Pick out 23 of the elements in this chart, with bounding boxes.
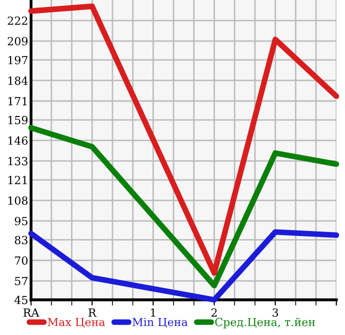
y-tick-label: 133 (8, 156, 28, 166)
x-tick-label: 2 (211, 308, 217, 317)
y-tick-label: 159 (8, 116, 28, 124)
x-tick-label: R (88, 308, 97, 317)
x-tick-label: 3 (272, 308, 278, 317)
y-tick-label: 121 (8, 176, 27, 184)
y-tick-label: 197 (8, 56, 28, 64)
y-tick-label: 171 (8, 96, 27, 106)
y-tick-label: 45 (14, 296, 28, 304)
y-tick-label: 209 (8, 37, 28, 46)
y-tick-label: 70 (15, 256, 28, 265)
y-tick-label: 184 (8, 76, 28, 85)
x-tick-label: RA (23, 308, 40, 317)
y-tick-label: 108 (8, 196, 28, 205)
legend-label: Max Цена (48, 318, 105, 328)
y-tick-label: 222 (8, 16, 28, 25)
y-tick-label: 57 (15, 277, 28, 286)
legend-label: Min Цена (132, 318, 188, 328)
y-tick-label: 83 (14, 236, 28, 244)
y-tick-label: 146 (8, 136, 28, 145)
legend-label: Сред.Цена, т.йен (215, 318, 315, 328)
x-tick-label: 1 (151, 308, 156, 317)
y-tick-label: 95 (14, 216, 28, 226)
